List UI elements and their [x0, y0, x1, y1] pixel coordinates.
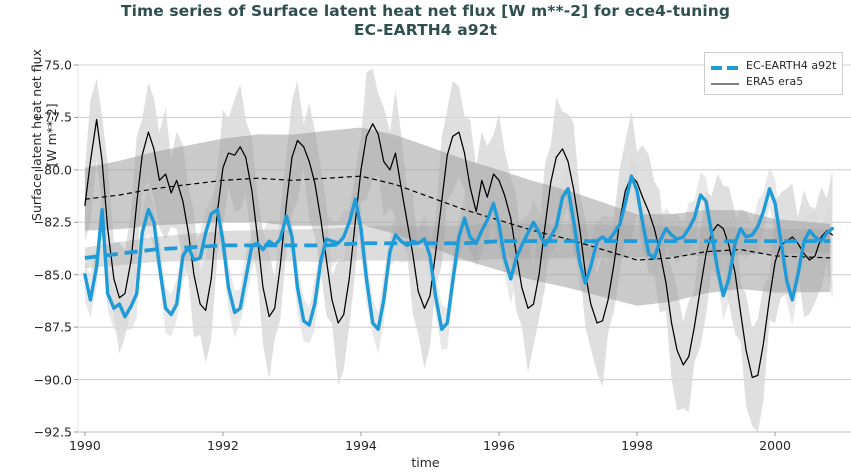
confidence-band-reference-trend — [84, 127, 831, 306]
legend-label-reference: ERA5 era5 — [746, 74, 804, 88]
y-axis-tick-label: −82.5 — [33, 214, 72, 230]
y-axis-tick-label: −87.5 — [33, 319, 72, 335]
y-axis-tick-label: −92.5 — [33, 424, 72, 440]
legend-key-dashed-blue — [710, 59, 740, 71]
x-axis-tick-label: 1996 — [483, 438, 515, 453]
legend-label-model: EC-EARTH4 a92t — [746, 58, 837, 72]
x-axis-label: time — [411, 455, 440, 470]
legend-item-reference[interactable]: ERA5 era5 — [710, 73, 837, 89]
spread-band-reference — [84, 68, 833, 433]
series-line-reference — [84, 118, 833, 379]
y-axis-tick-label: −90.0 — [33, 372, 72, 388]
legend-item-model[interactable]: EC-EARTH4 a92t — [710, 57, 837, 73]
legend-key-solid-black — [710, 75, 740, 87]
chart-title-line1: Time series of Surface latent heat net f… — [120, 2, 731, 20]
y-axis-tick-label: −75.0 — [33, 57, 72, 73]
chart-title-line2: EC-EARTH4 a92t — [353, 21, 498, 39]
y-axis-tick-label: −77.5 — [33, 109, 72, 125]
chart-title: Time series of Surface latent heat net f… — [0, 2, 851, 40]
x-axis-tick-label: 1998 — [621, 438, 653, 453]
series-line-model — [83, 174, 835, 331]
trend-line-model — [84, 239, 831, 260]
x-axis-tick-label: 1990 — [68, 438, 101, 453]
chart-legend: EC-EARTH4 a92t ERA5 era5 — [704, 52, 843, 95]
x-axis-tick-label: 1994 — [345, 438, 377, 453]
y-axis-tick-label: −80.0 — [33, 162, 72, 178]
x-axis-tick-label: 2000 — [759, 438, 791, 453]
x-axis-tick-label: 1992 — [207, 438, 239, 453]
y-axis-tick-label: −85.0 — [33, 267, 72, 283]
y-axis-ticks: −75.0 −77.5 −80.0 −82.5 −85.0 −87.5 −90.0 −92.5 — [0, 0, 72, 474]
trend-line-reference — [84, 175, 831, 261]
